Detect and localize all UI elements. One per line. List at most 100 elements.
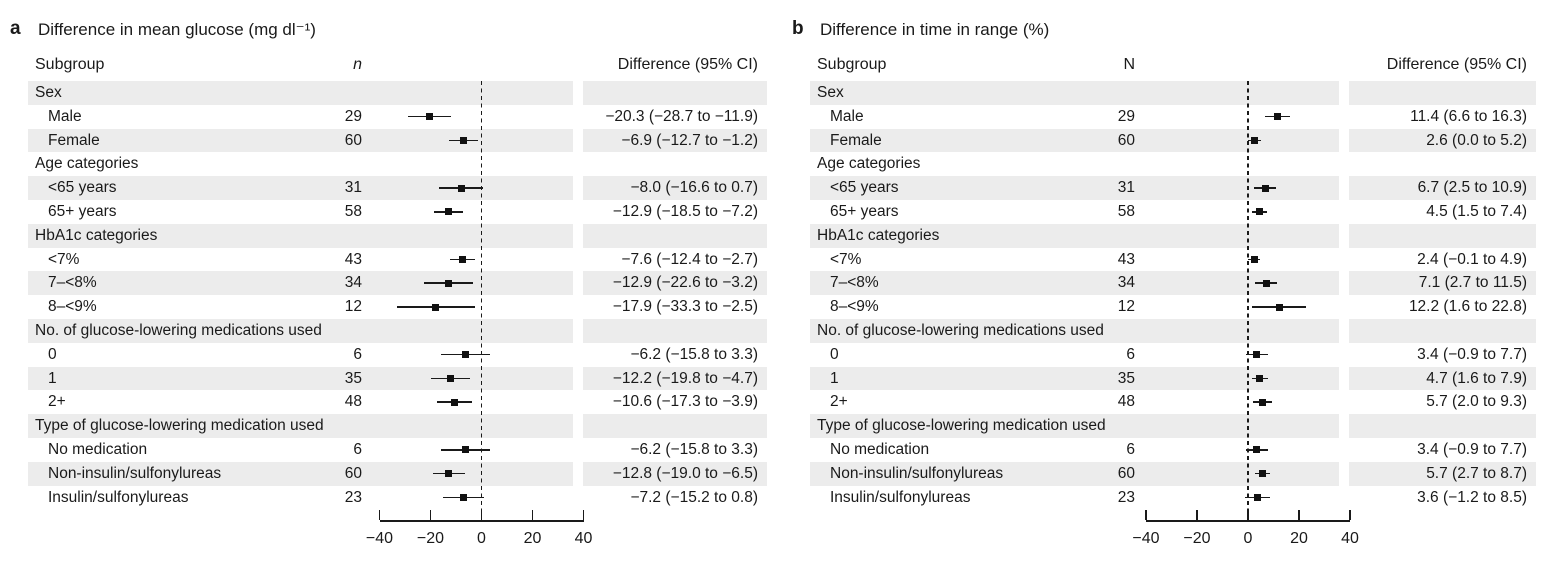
- row-band: [1349, 128, 1536, 153]
- subgroup-label: 1: [48, 369, 57, 387]
- row-band: [28, 366, 573, 391]
- row-band: [810, 366, 1339, 391]
- point-estimate-marker: [462, 351, 470, 359]
- point-estimate-marker: [445, 279, 453, 287]
- row-band: [810, 128, 1339, 153]
- n-value: 58: [344, 203, 362, 220]
- panel-title: Difference in time in range (%): [820, 20, 1050, 39]
- row-band: [1349, 366, 1536, 391]
- subgroup-label: Male: [48, 107, 82, 125]
- n-value: 12: [344, 298, 362, 316]
- group-header-row: No. of glucose-lowering medications used: [790, 319, 1536, 343]
- n-value: 35: [1117, 369, 1135, 387]
- column-header-subgroup: Subgroup: [817, 56, 887, 73]
- group-header-row: Age categories: [790, 152, 1536, 176]
- row-band: [582, 223, 767, 248]
- group-header-row: HbA1c categories: [8, 223, 768, 248]
- axis-tick: [480, 510, 483, 520]
- point-estimate-marker: [1261, 184, 1269, 192]
- difference-ci-value: −20.3 (−28.7 to −11.9): [605, 107, 758, 125]
- point-estimate-marker: [1259, 398, 1267, 406]
- subgroup-label: No medication: [48, 441, 148, 458]
- n-value: 6: [1126, 345, 1135, 363]
- row-band: [810, 223, 1339, 248]
- axis-tick-label: −20: [1183, 530, 1211, 547]
- axis-tick-label: −40: [365, 530, 394, 547]
- subgroup-label: Non-insulin/sulfonylureas: [830, 464, 1004, 482]
- group-label: Sex: [35, 84, 62, 101]
- subgroup-row: Non-insulin/sulfonylureas 60 5.7 (2.7 to 8…: [790, 461, 1536, 486]
- point-estimate-marker: [445, 470, 453, 478]
- subgroup-row: 8–<9% 12 −17.9 (−33.3 to −2.5): [8, 295, 768, 319]
- subgroup-row: 65+ years 58 −12.9 (−18.5 to −7.2): [8, 200, 768, 224]
- axis-tick: [531, 510, 534, 520]
- group-header-row: Sex: [790, 81, 1536, 105]
- point-estimate-marker: [1273, 113, 1281, 121]
- group-label: Age categories: [35, 155, 139, 173]
- zero-reference-line: [1247, 81, 1249, 520]
- axis-tick: [1349, 510, 1351, 520]
- subgroup-label: <65 years: [48, 179, 117, 197]
- forest-plot-rows: Sex Male 29 −20.3 (−28.7 to −11.9) Female 60−…: [8, 0, 768, 570]
- difference-ci-value: 5.7 (2.0 to 9.3): [1426, 393, 1527, 411]
- row-band: [1349, 271, 1536, 296]
- difference-ci-value: −8.0 (−16.6 to 0.7): [630, 179, 758, 197]
- point-estimate-marker: [446, 374, 454, 382]
- point-estimate-marker: [445, 208, 453, 216]
- point-estimate-marker: [462, 446, 470, 454]
- axis-tick-label: 0: [1243, 530, 1253, 547]
- point-estimate-marker: [1259, 470, 1267, 478]
- subgroup-row: Female 60 −6.9 (−12.7 to −1.2): [8, 128, 768, 153]
- zero-reference-line: [480, 81, 483, 520]
- axis-tick: [378, 510, 381, 520]
- row-band: [810, 176, 1339, 200]
- subgroup-row: Insulin/sulfonylureas 23 3.6 (−1.2 to 8.5): [790, 486, 1536, 510]
- n-value: 35: [344, 369, 362, 387]
- point-estimate-marker: [432, 303, 440, 311]
- n-value: 23: [1117, 488, 1135, 506]
- row-band: [582, 271, 767, 296]
- subgroup-label: Insulin/sulfonylureas: [48, 488, 189, 506]
- subgroup-row: 7–<8% 34 7.1 (2.7 to 11.5): [790, 271, 1536, 296]
- point-estimate-marker: [1253, 351, 1261, 359]
- subgroup-label: 7–<8%: [830, 274, 879, 292]
- group-header-row: Age categories: [8, 152, 768, 176]
- subgroup-row: 65+ years 58 4.5 (1.5 to 7.4): [790, 200, 1536, 224]
- subgroup-row: Male 29 −20.3 (−28.7 to −11.9): [8, 105, 768, 129]
- difference-ci-value: −6.9 (−12.7 to −1.2): [621, 131, 758, 149]
- point-estimate-marker: [1250, 255, 1258, 263]
- subgroup-label: 7–<8%: [48, 274, 97, 292]
- subgroup-label: Female: [48, 131, 100, 149]
- axis-tick-label: 20: [1290, 530, 1308, 547]
- subgroup-row: 0 6 3.4 (−0.9 to 7.7): [790, 343, 1536, 367]
- row-band: [810, 319, 1339, 343]
- axis-tick: [1196, 510, 1198, 520]
- axis-tick: [582, 510, 585, 520]
- subgroup-label: 2+: [48, 393, 66, 411]
- row-band: [28, 271, 573, 296]
- row-band: [810, 271, 1339, 296]
- subgroup-row: 8–<9% 12 12.2 (1.6 to 22.8): [790, 295, 1536, 319]
- difference-ci-value: 7.1 (2.7 to 11.5): [1418, 274, 1527, 292]
- difference-ci-value: 3.4 (−0.9 to 7.7): [1417, 441, 1527, 458]
- subgroup-row: <65 years 31 6.7 (2.5 to 10.9): [790, 176, 1536, 200]
- axis-tick: [1145, 510, 1147, 520]
- column-header-difference: Difference (95% CI): [1386, 56, 1527, 73]
- point-estimate-marker: [457, 184, 465, 192]
- subgroup-row: No medication 6 −6.2 (−15.8 to 3.3): [8, 438, 768, 462]
- difference-ci-value: 4.7 (1.6 to 7.9): [1426, 369, 1527, 387]
- difference-ci-value: 2.6 (0.0 to 5.2): [1426, 131, 1527, 149]
- difference-ci-value: 3.4 (−0.9 to 7.7): [1417, 345, 1527, 363]
- difference-ci-value: −7.6 (−12.4 to −2.7): [621, 250, 758, 268]
- panel-title: Difference in mean glucose (mg dl⁻¹): [38, 20, 316, 39]
- point-estimate-marker: [1256, 374, 1264, 382]
- point-estimate-marker: [459, 493, 467, 501]
- group-label: No. of glucose-lowering medications used: [817, 322, 1104, 339]
- subgroup-row: 1 35 4.7 (1.6 to 7.9): [790, 366, 1536, 391]
- n-value: 29: [1117, 107, 1135, 125]
- point-estimate-marker: [1253, 493, 1261, 501]
- group-label: Age categories: [817, 155, 921, 173]
- n-value: 60: [344, 464, 362, 482]
- subgroup-row: Female 60 2.6 (0.0 to 5.2): [790, 128, 1536, 153]
